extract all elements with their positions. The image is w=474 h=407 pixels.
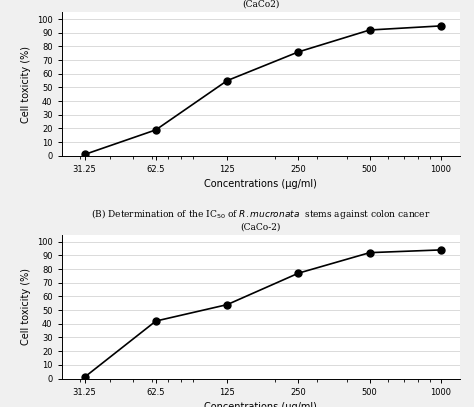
X-axis label: Concentrations (µg/ml): Concentrations (µg/ml) — [204, 179, 317, 189]
Title: (A) Determination of the IC$_{50}$ of $\it{R. macronata}$  leaves against colon : (A) Determination of the IC$_{50}$ of $\… — [90, 0, 431, 9]
Y-axis label: Cell toxicity (%): Cell toxicity (%) — [21, 268, 31, 345]
Title: (B) Determination of the IC$_{50}$ of $\it{R. mucronata}$  stems against colon c: (B) Determination of the IC$_{50}$ of $\… — [91, 207, 430, 231]
X-axis label: Concentrations (µg/ml): Concentrations (µg/ml) — [204, 402, 317, 407]
Y-axis label: Cell toxicity (%): Cell toxicity (%) — [21, 46, 31, 123]
